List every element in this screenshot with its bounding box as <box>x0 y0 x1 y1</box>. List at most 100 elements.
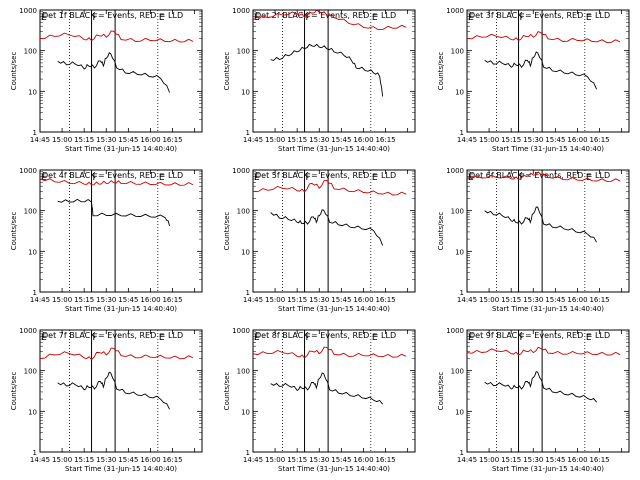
x-tick-label: 15:00 <box>479 136 499 144</box>
panel-9: Det 9f BLACK = Events, RED = LLD 1 10 100 10… <box>437 327 630 473</box>
panel-title: Det 2f BLACK = Events, RED = LLD <box>255 11 396 20</box>
events-series-line <box>270 372 383 405</box>
x-tick-label: 16:15 <box>589 296 609 304</box>
x-tick-label: 14:45 <box>243 296 263 304</box>
lld-series-line <box>252 179 407 196</box>
x-tick-label: 16:15 <box>162 456 182 464</box>
y-tick-label: 1 <box>33 289 37 297</box>
x-tick-label: 16:15 <box>162 136 182 144</box>
x-tick-label: 15:30 <box>309 296 329 304</box>
panel-title: Det 5f BLACK = Events, RED = LLD <box>255 171 396 180</box>
y-tick-label: 10 <box>455 88 464 96</box>
marker-label: E <box>372 333 378 343</box>
x-tick-label: 15:45 <box>545 456 565 464</box>
y-axis-label: Counts/sec <box>10 212 18 251</box>
x-tick-label: 15:15 <box>501 296 521 304</box>
marker-label: F <box>306 173 311 183</box>
x-axis-label: Start Time (31-Jun-15 14:40:40) <box>65 145 177 153</box>
marker-label: E <box>586 333 592 343</box>
marker-label: E <box>41 13 47 23</box>
marker-label: E <box>468 333 474 343</box>
y-axis-label: Counts/sec <box>10 372 18 411</box>
y-tick-label: 10 <box>455 408 464 416</box>
panel-title: Det 7f BLACK = Events, RED = LLD <box>42 331 183 340</box>
panel-3: Det 3f BLACK = Events, RED = LLD 1 10 100 10… <box>437 7 630 153</box>
y-axis-label: Counts/sec <box>437 372 445 411</box>
x-tick-label: 15:30 <box>96 296 116 304</box>
events-series-line <box>57 198 171 227</box>
x-axis-label: Start Time (31-Jun-15 14:40:40) <box>278 145 390 153</box>
x-tick-label: 15:15 <box>287 136 307 144</box>
x-tick-label: 16:00 <box>140 296 160 304</box>
panel-7: Det 7f BLACK = Events, RED = LLD 1 10 100 10… <box>10 327 203 473</box>
marker-label: E <box>159 333 165 343</box>
y-tick-label: 1 <box>33 129 37 137</box>
x-tick-label: 15:45 <box>545 296 565 304</box>
marker-label: F <box>306 13 311 23</box>
x-tick-label: 16:15 <box>375 456 395 464</box>
x-tick-label: 14:45 <box>243 136 263 144</box>
x-tick-label: 16:00 <box>140 456 160 464</box>
x-tick-label: 15:15 <box>501 456 521 464</box>
x-axis-label: Start Time (31-Jun-15 14:40:40) <box>492 305 604 313</box>
x-axis-label: Start Time (31-Jun-15 14:40:40) <box>492 465 604 473</box>
panel-title: Det 8f BLACK = Events, RED = LLD <box>255 331 396 340</box>
x-tick-label: 15:30 <box>96 456 116 464</box>
x-tick-label: 15:30 <box>523 296 543 304</box>
plot-frame <box>466 329 630 453</box>
x-tick-label: 15:45 <box>118 296 138 304</box>
x-axis-label: Start Time (31-Jun-15 14:40:40) <box>278 305 390 313</box>
events-series-line <box>57 371 171 410</box>
marker-label: F <box>520 13 525 23</box>
y-tick-label: 1 <box>246 289 250 297</box>
marker-label: F <box>93 333 98 343</box>
x-tick-label: 16:00 <box>567 296 587 304</box>
events-series-line <box>57 52 171 93</box>
x-tick-label: 16:15 <box>589 456 609 464</box>
lld-series-line <box>39 347 194 361</box>
x-tick-label: 16:00 <box>567 136 587 144</box>
x-tick-label: 14:45 <box>30 456 50 464</box>
y-tick-label: 1000 <box>446 167 464 175</box>
plot-frame <box>39 169 203 293</box>
y-tick-label: 1 <box>33 449 37 457</box>
plot-frame <box>39 9 203 133</box>
plot-frame <box>466 9 630 133</box>
y-tick-label: 10 <box>241 248 250 256</box>
y-tick-label: 10 <box>241 408 250 416</box>
x-tick-label: 15:00 <box>265 296 285 304</box>
y-axis-label: Counts/sec <box>10 52 18 91</box>
events-series-line <box>270 209 384 246</box>
marker-label: E <box>586 173 592 183</box>
y-tick-label: 100 <box>24 48 37 56</box>
x-tick-label: 15:15 <box>287 456 307 464</box>
y-tick-label: 1 <box>246 449 250 457</box>
x-tick-label: 14:45 <box>457 296 477 304</box>
x-tick-label: 14:45 <box>30 136 50 144</box>
events-series-line <box>484 371 597 403</box>
panel-5: Det 5f BLACK = Events, RED = LLD 1 10 100 10… <box>223 167 416 313</box>
x-tick-label: 16:00 <box>353 296 373 304</box>
y-tick-label: 1000 <box>19 167 37 175</box>
x-tick-label: 15:15 <box>74 456 94 464</box>
x-tick-label: 15:45 <box>118 136 138 144</box>
x-tick-label: 15:00 <box>265 136 285 144</box>
plot-frame <box>252 329 416 453</box>
x-axis-label: Start Time (31-Jun-15 14:40:40) <box>492 145 604 153</box>
x-tick-label: 16:00 <box>567 456 587 464</box>
lld-series-line <box>39 30 194 43</box>
events-series-line <box>270 43 384 97</box>
marker-label: E <box>254 333 260 343</box>
y-tick-label: 100 <box>24 208 37 216</box>
marker-label: F <box>306 333 311 343</box>
x-tick-label: 15:45 <box>118 456 138 464</box>
marker-label: E <box>41 173 47 183</box>
x-tick-label: 15:15 <box>74 136 94 144</box>
y-tick-label: 1000 <box>19 7 37 15</box>
y-tick-label: 100 <box>237 48 250 56</box>
marker-label: E <box>254 13 260 23</box>
panel-title: Det 1f BLACK = Events, RED = LLD <box>42 11 183 20</box>
x-tick-label: 15:00 <box>265 456 285 464</box>
x-tick-label: 15:30 <box>309 136 329 144</box>
